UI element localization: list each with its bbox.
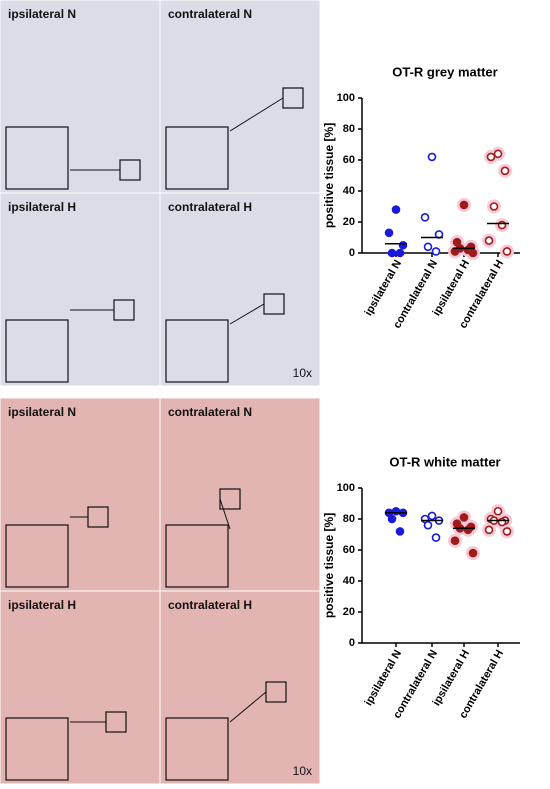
point xyxy=(489,202,499,211)
point xyxy=(391,506,401,516)
point xyxy=(427,152,437,162)
point xyxy=(427,511,437,521)
point xyxy=(420,213,430,222)
point xyxy=(502,247,512,256)
y-tick-label: 60 xyxy=(343,544,355,556)
arrow xyxy=(219,498,231,530)
panel-label: contralateral N xyxy=(168,405,252,419)
point xyxy=(468,548,478,558)
point xyxy=(493,506,503,516)
point xyxy=(459,200,469,210)
y-tick-label: 0 xyxy=(349,637,355,649)
magnification: 10x xyxy=(293,366,312,380)
y-tick-label: 100 xyxy=(337,482,355,494)
point xyxy=(486,152,496,162)
panel-label: ipsilateral N xyxy=(8,405,76,419)
point xyxy=(497,220,507,230)
y-tick-label: 60 xyxy=(343,154,355,166)
x-tick-label: ipsilateral N xyxy=(363,648,405,708)
point xyxy=(450,536,460,546)
y-tick-label: 40 xyxy=(343,575,355,587)
inset-box xyxy=(5,126,69,190)
inset-box xyxy=(165,126,229,190)
point xyxy=(423,520,433,530)
point xyxy=(484,525,494,535)
point xyxy=(468,248,478,258)
y-tick-label: 20 xyxy=(343,216,355,228)
inset-box xyxy=(5,319,69,383)
inset-box xyxy=(165,319,229,383)
point xyxy=(463,525,473,535)
chart-title: OT-R grey matter xyxy=(392,64,497,79)
point xyxy=(431,533,441,542)
magnification: 10x xyxy=(293,764,312,778)
point xyxy=(484,236,494,245)
point xyxy=(502,527,512,536)
point xyxy=(387,514,397,524)
chart-title: OT-R white matter xyxy=(389,454,500,469)
inset-box xyxy=(165,717,229,781)
point xyxy=(459,513,469,522)
y-tick-label: 20 xyxy=(343,606,355,618)
arrow xyxy=(229,303,265,325)
inset-box xyxy=(165,524,229,588)
y-tick-label: 40 xyxy=(343,185,355,197)
point xyxy=(395,248,405,258)
point xyxy=(423,242,433,252)
x-tick-label: ipsilateral N xyxy=(363,258,405,318)
panel-label: ipsilateral N xyxy=(8,7,76,21)
panel-label: contralateral H xyxy=(168,200,252,214)
y-tick-label: 0 xyxy=(349,247,355,259)
point xyxy=(387,248,397,258)
point xyxy=(500,166,510,176)
y-tick-label: 80 xyxy=(343,123,355,135)
point xyxy=(395,527,405,536)
point xyxy=(431,247,441,256)
point xyxy=(391,205,401,214)
y-tick-label: 100 xyxy=(337,92,355,104)
arrow xyxy=(229,97,284,132)
inset-box xyxy=(5,524,69,588)
y-tick-label: 80 xyxy=(343,513,355,525)
point xyxy=(497,517,507,527)
panel-label: ipsilateral H xyxy=(8,200,76,214)
y-axis-label: positive tissue [%] xyxy=(322,513,336,618)
inset-box xyxy=(5,717,69,781)
point xyxy=(384,228,394,238)
point xyxy=(398,240,408,250)
panel-label: contralateral H xyxy=(168,598,252,612)
y-axis-label: positive tissue [%] xyxy=(322,123,336,228)
point xyxy=(493,149,503,159)
panel-label: contralateral N xyxy=(168,7,252,21)
arrow xyxy=(229,691,267,723)
panel-label: ipsilateral H xyxy=(8,598,76,612)
